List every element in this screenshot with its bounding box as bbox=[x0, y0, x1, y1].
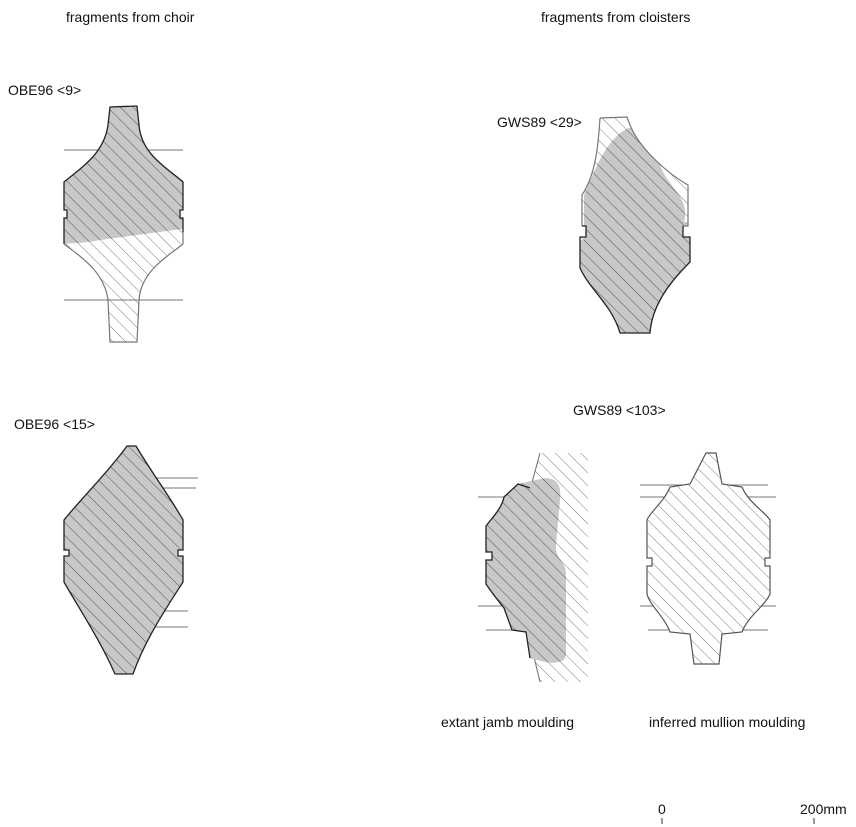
scale-label-start: 0 bbox=[658, 801, 666, 817]
caption-extant-jamb: extant jamb moulding bbox=[441, 714, 575, 730]
heading-cloisters: fragments from cloisters bbox=[541, 9, 691, 25]
inferred-outline bbox=[581, 116, 689, 227]
extant-outline bbox=[579, 225, 691, 334]
extant-outline bbox=[63, 445, 184, 675]
scale-label-end: 200mm bbox=[800, 801, 847, 817]
profile-obe96-9 bbox=[63, 105, 184, 343]
profile-gws89-103-mullion bbox=[640, 452, 776, 665]
label-gws89-29: GWS89 <29> bbox=[497, 114, 582, 130]
extant-hatch bbox=[580, 128, 690, 333]
label-obe96-9: OBE96 <9> bbox=[8, 82, 82, 98]
profile-gws89-103-jamb bbox=[478, 452, 588, 683]
inferred-outline bbox=[646, 452, 771, 665]
extant-outline bbox=[485, 483, 531, 659]
extant-outline bbox=[63, 105, 184, 244]
caption-inferred-mullion: inferred mullion moulding bbox=[649, 714, 806, 730]
heading-choir: fragments from choir bbox=[66, 9, 195, 25]
inferred-outline bbox=[63, 232, 184, 343]
label-gws89-103: GWS89 <103> bbox=[573, 402, 666, 418]
extant-hatch bbox=[486, 478, 566, 663]
profile-gws89-29 bbox=[579, 116, 691, 334]
inferred-section bbox=[647, 453, 770, 664]
scale-bar bbox=[661, 818, 815, 824]
profile-obe96-15 bbox=[63, 445, 198, 675]
label-obe96-15: OBE96 <15> bbox=[14, 416, 95, 432]
extant-hatch bbox=[64, 446, 183, 674]
